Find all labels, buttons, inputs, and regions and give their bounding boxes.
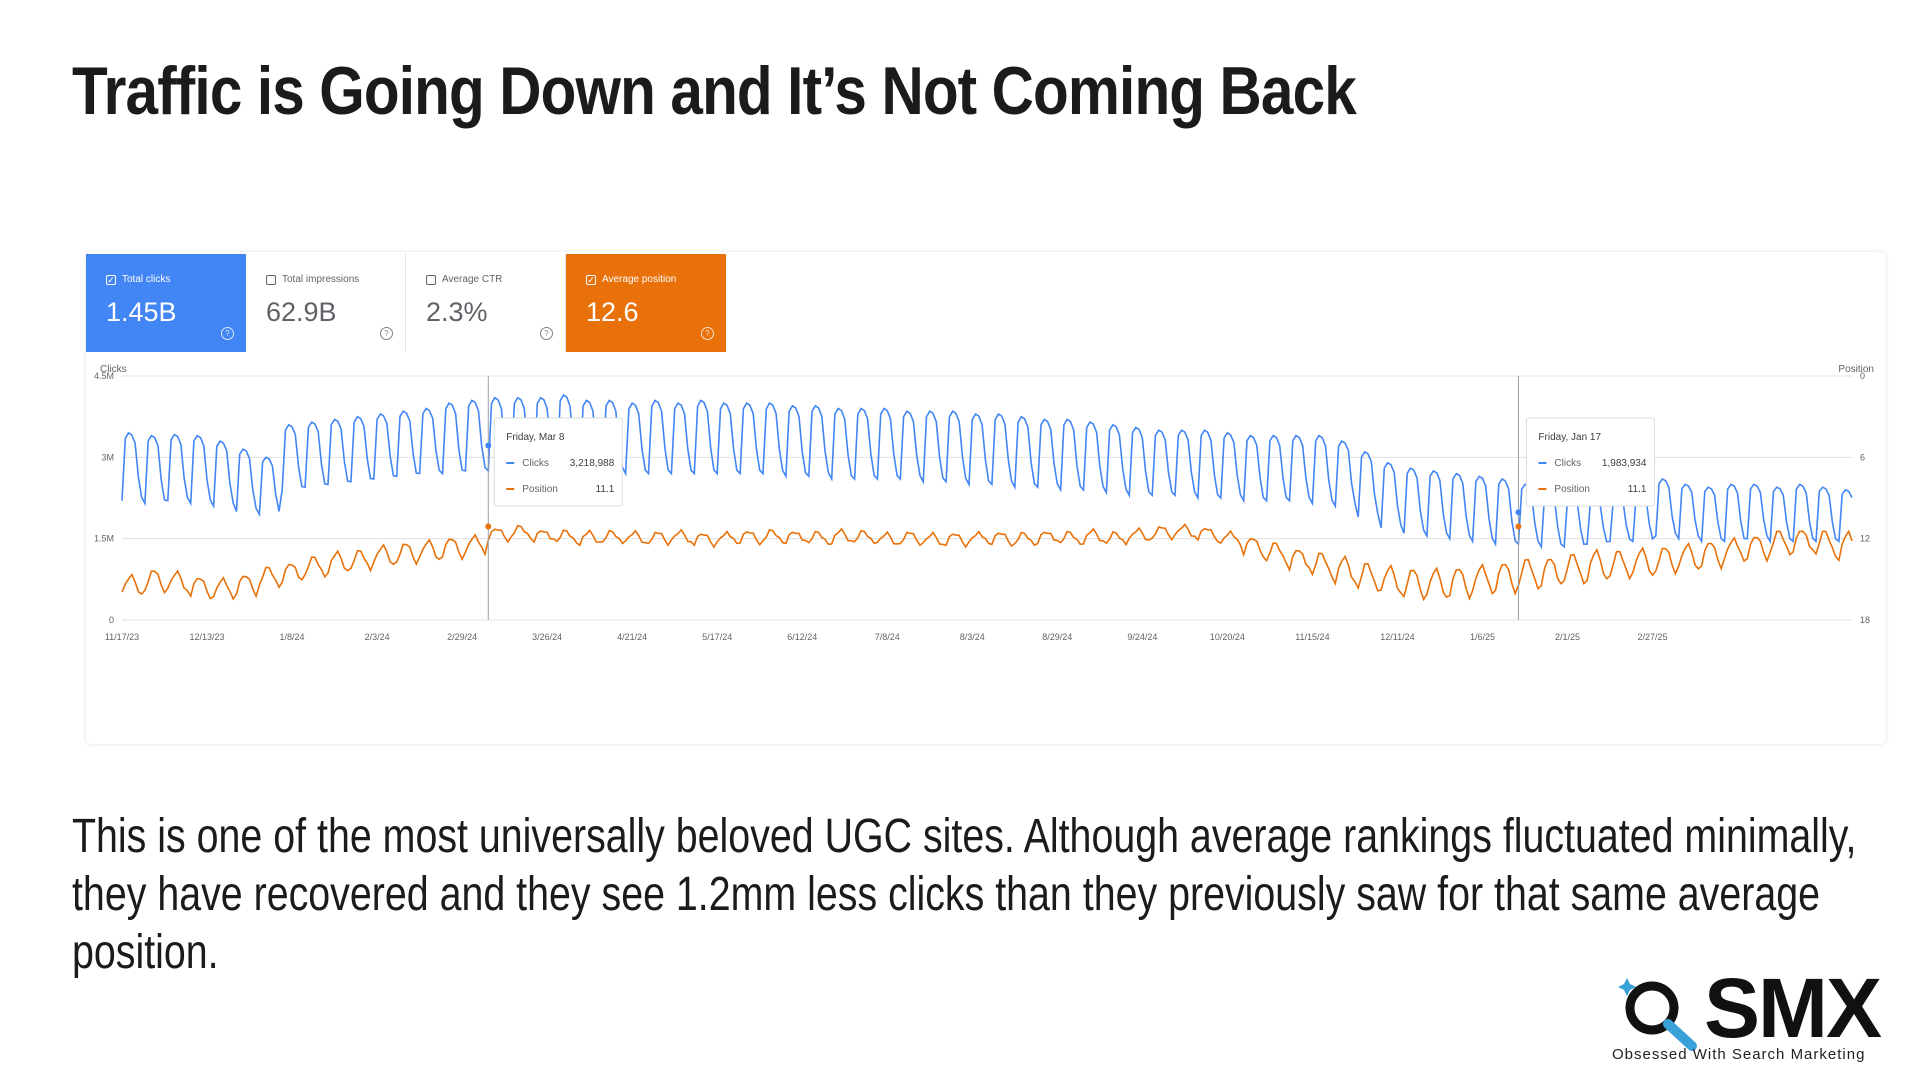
metric-card-total-impressions[interactable]: Total impressions 62.9B ?	[246, 254, 406, 352]
hover-tooltip: Friday, Mar 8 Clicks 3,218,988 Position 11.1	[493, 417, 623, 507]
x-axis-tick-label: 2/29/24	[447, 632, 477, 642]
left-axis-tick-label: 3M	[101, 452, 114, 462]
metric-label: Total clicks	[122, 274, 171, 285]
left-axis-title: Clicks	[100, 364, 127, 375]
x-axis-tick-label: 9/24/24	[1127, 632, 1157, 642]
x-axis-tick-label: 6/12/24	[787, 632, 817, 642]
metric-value: 12.6	[586, 297, 639, 327]
tooltip-box	[1525, 417, 1655, 507]
left-axis-tick-label: 1.5M	[94, 534, 114, 544]
right-axis-tick-label: 18	[1860, 615, 1870, 625]
x-axis-tick-label: 4/21/24	[617, 632, 647, 642]
checkbox-icon[interactable]: ✓	[586, 274, 596, 285]
metric-label: Average position	[602, 274, 677, 285]
hover-tooltip: Friday, Jan 17 Clicks 1,983,934 Position 11.…	[1525, 417, 1655, 507]
x-axis-tick-label: 3/26/24	[532, 632, 562, 642]
metric-card-header: ✓ Average position	[586, 274, 726, 285]
help-icon[interactable]: ?	[380, 327, 393, 340]
x-axis-tick-label: 1/6/25	[1470, 632, 1495, 642]
logo-tagline: Obsessed With Search Marketing	[1612, 1046, 1866, 1063]
metric-card-header: Average CTR	[426, 274, 565, 285]
clicks-series-line	[121, 393, 1853, 550]
x-axis-tick-label: 7/8/24	[875, 632, 900, 642]
tooltip-box	[493, 417, 623, 507]
left-axis-tick-label: 4.5M	[94, 371, 114, 381]
x-axis-tick-label: 1/8/24	[280, 632, 305, 642]
tooltip-clicks-label: Clicks	[1554, 458, 1581, 469]
metric-card-average-position[interactable]: ✓ Average position 12.6 ?	[566, 254, 726, 352]
metric-value: 62.9B	[266, 297, 337, 327]
clicks-hover-point	[1515, 509, 1522, 516]
metric-card-header: Total impressions	[266, 274, 405, 285]
right-axis-tick-label: 6	[1860, 452, 1865, 462]
x-axis-tick-label: 2/1/25	[1555, 632, 1580, 642]
metric-card-average-ctr[interactable]: Average CTR 2.3% ?	[406, 254, 566, 352]
position-series-line	[121, 523, 1853, 602]
tooltip-clicks-label: Clicks	[522, 458, 549, 469]
smx-logo: SMX Obsessed With Search Marketing	[1608, 961, 1908, 1070]
magnifier-icon	[1618, 978, 1697, 1051]
metric-cards: ✓ Total clicks 1.45B ? Total impressions…	[86, 254, 726, 354]
clicks-hover-point	[485, 442, 492, 449]
x-axis-tick-label: 11/17/23	[105, 632, 139, 642]
search-console-panel: ✓ Total clicks 1.45B ? Total impressions…	[86, 252, 1886, 744]
x-axis-tick-label: 11/15/24	[1295, 632, 1329, 642]
x-axis-tick-label: 2/3/24	[365, 632, 390, 642]
x-axis-tick-label: 5/17/24	[702, 632, 732, 642]
tooltip-position-label: Position	[1554, 484, 1590, 495]
tooltip-position-value: 11.1	[1628, 484, 1647, 495]
right-axis-tick-label: 0	[1860, 371, 1865, 381]
logo-wordmark: SMX	[1704, 961, 1882, 1055]
tooltip-date: Friday, Jan 17	[1538, 432, 1601, 443]
checkbox-icon[interactable]	[426, 274, 436, 285]
metric-label: Average CTR	[442, 274, 503, 285]
metric-value: 2.3%	[426, 297, 488, 327]
right-axis-title: Position	[1838, 364, 1874, 375]
help-icon[interactable]: ?	[221, 327, 234, 340]
metric-label: Total impressions	[282, 274, 360, 285]
metric-card-total-clicks[interactable]: ✓ Total clicks 1.45B ?	[86, 254, 246, 352]
position-hover-point	[485, 523, 492, 530]
tooltip-date: Friday, Mar 8	[506, 432, 565, 443]
checkbox-icon[interactable]	[266, 274, 276, 285]
tooltip-position-value: 11.1	[596, 484, 615, 495]
metric-value: 1.45B	[106, 297, 177, 327]
x-axis-tick-label: 2/27/25	[1637, 632, 1667, 642]
tooltip-clicks-value: 3,218,988	[570, 458, 615, 469]
metric-card-header: ✓ Total clicks	[106, 274, 246, 285]
right-axis-tick-label: 12	[1860, 534, 1870, 544]
x-axis-tick-label: 8/29/24	[1042, 632, 1072, 642]
position-hover-point	[1515, 523, 1522, 530]
x-axis-tick-label: 10/20/24	[1210, 632, 1245, 642]
help-icon[interactable]: ?	[701, 327, 714, 340]
tooltip-position-label: Position	[522, 484, 558, 495]
x-axis-tick-label: 12/13/23	[190, 632, 225, 642]
body-text: This is one of the most universally belo…	[72, 810, 1857, 979]
x-axis-tick-label: 8/3/24	[960, 632, 985, 642]
left-axis-tick-label: 0	[109, 615, 114, 625]
slide-title: Traffic is Going Down and It’s Not Comin…	[72, 53, 1357, 129]
performance-chart[interactable]: Clicks Position 0 0 1.5M 6 3M 12 4.5M 18 11/17/…	[86, 362, 1886, 744]
help-icon[interactable]: ?	[540, 327, 553, 340]
checkbox-icon[interactable]: ✓	[106, 274, 116, 285]
tooltip-clicks-value: 1,983,934	[1602, 458, 1647, 469]
x-axis-tick-label: 12/11/24	[1380, 632, 1414, 642]
